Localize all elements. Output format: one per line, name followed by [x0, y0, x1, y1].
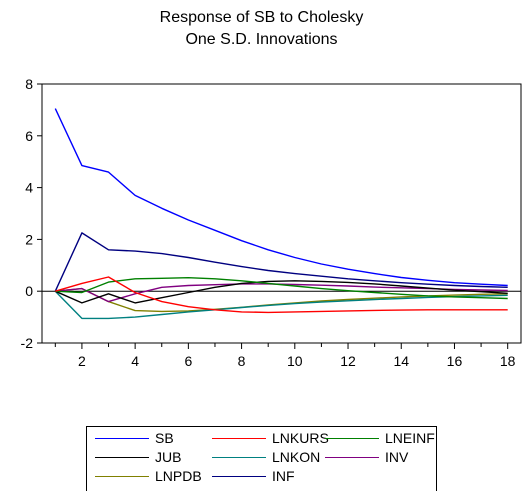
- y-tick-label: 4: [25, 180, 33, 196]
- legend-swatch: [325, 438, 379, 439]
- x-tick-label: 8: [238, 353, 246, 369]
- legend-swatch: [325, 457, 379, 458]
- y-tick-label: -2: [21, 335, 34, 351]
- x-tick-label: 4: [131, 353, 139, 369]
- legend-label: SB: [155, 430, 174, 446]
- series-line-jub: [55, 280, 508, 304]
- legend-swatch: [212, 457, 266, 458]
- series-line-lnkon: [54, 290, 508, 320]
- line-chart: -2 0 2 4 6 8 2 4 6 8 10 12 14 16 18: [21, 76, 522, 369]
- legend-label: JUB: [155, 449, 182, 465]
- x-tick-label: 16: [447, 353, 463, 369]
- x-tick-label: 14: [393, 353, 409, 369]
- legend-label: INV: [385, 449, 409, 465]
- series-line-lnpdb: [55, 287, 508, 313]
- legend-swatch: [95, 438, 149, 439]
- y-tick-label: 2: [25, 231, 33, 247]
- x-tick-label: 2: [78, 353, 86, 369]
- series-line-lnkurs: [55, 276, 508, 314]
- legend-label: LNPDB: [155, 468, 202, 484]
- legend-label: INF: [272, 468, 295, 484]
- x-tick-label: 12: [340, 353, 356, 369]
- x-tick-label: 10: [287, 353, 303, 369]
- legend-swatch: [95, 457, 149, 458]
- chart-title-line-1: Response of SB to Cholesky: [159, 9, 364, 26]
- legend-swatch: [212, 476, 266, 477]
- y-tick-label: 0: [25, 283, 33, 299]
- series-line-inf: [54, 232, 508, 292]
- x-tick-label: 6: [184, 353, 192, 369]
- series-line-lneinf: [55, 277, 508, 300]
- chart-title-line-2: One S.D. Innovations: [185, 31, 338, 48]
- legend-swatch: [212, 438, 266, 439]
- legend-label: LNKON: [272, 449, 321, 465]
- y-tick-label: 6: [25, 128, 33, 144]
- legend-label: LNEINF: [385, 430, 435, 446]
- plot-frame: [41, 83, 522, 344]
- chart-legend: SB LNKURS LNEINF JUB LNKON INV LNPDB INF: [86, 426, 437, 491]
- legend-label: LNKURS: [272, 430, 329, 446]
- y-tick-label: 8: [25, 76, 33, 92]
- x-tick-label: 18: [500, 353, 516, 369]
- series-line-sb: [54, 108, 508, 287]
- legend-swatch: [95, 476, 149, 477]
